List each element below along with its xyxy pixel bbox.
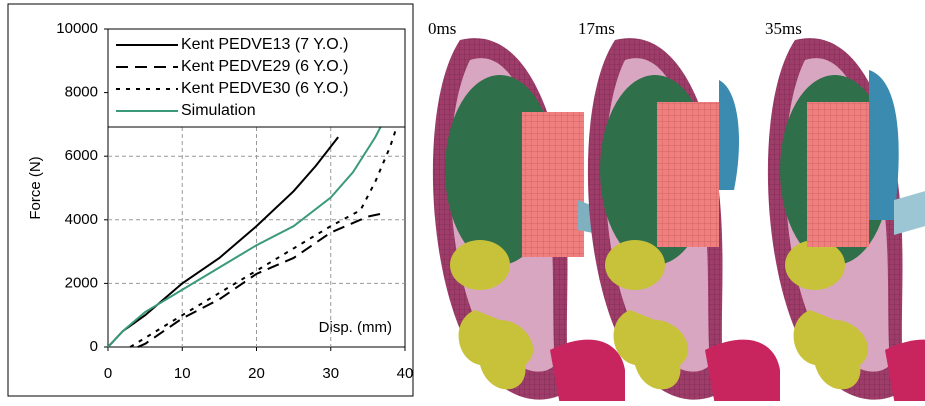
x-tick-label: 20 xyxy=(248,365,265,382)
series-line xyxy=(129,124,399,348)
legend-label: Kent PEDVE29 (6 Y.O.) xyxy=(181,58,349,75)
y-tick-label: 4000 xyxy=(65,211,98,228)
x-tick-label: 30 xyxy=(322,365,339,382)
panel-label: 17ms xyxy=(578,19,615,38)
legend-label: Simulation xyxy=(181,102,256,119)
x-tick-label: 0 xyxy=(104,365,112,382)
panel-label: 0ms xyxy=(428,19,456,38)
panel-image xyxy=(432,38,625,406)
panel-label: 35ms xyxy=(765,19,802,38)
simulation-panels: 0ms 17ms 35ms xyxy=(428,19,925,406)
series-line xyxy=(107,108,392,348)
series-line xyxy=(137,212,383,348)
legend-label: Kent PEDVE13 (7 Y.O.) xyxy=(181,36,349,53)
x-tick-label: 10 xyxy=(174,365,191,382)
legend-label: Kent PEDVE30 (6 Y.O.) xyxy=(181,80,349,97)
y-tick-label: 8000 xyxy=(65,84,98,101)
x-axis-label: Disp. (mm) xyxy=(319,319,392,336)
y-axis-label: Force (N) xyxy=(27,156,44,219)
y-tick-label: 2000 xyxy=(65,274,98,291)
panel-image xyxy=(767,38,925,406)
chart-frame xyxy=(7,3,414,397)
panel-image xyxy=(587,38,780,406)
y-tick-label: 0 xyxy=(90,338,98,355)
y-tick-label: 10000 xyxy=(56,20,98,37)
y-tick-label: 6000 xyxy=(65,147,98,164)
x-tick-label: 40 xyxy=(397,365,414,382)
